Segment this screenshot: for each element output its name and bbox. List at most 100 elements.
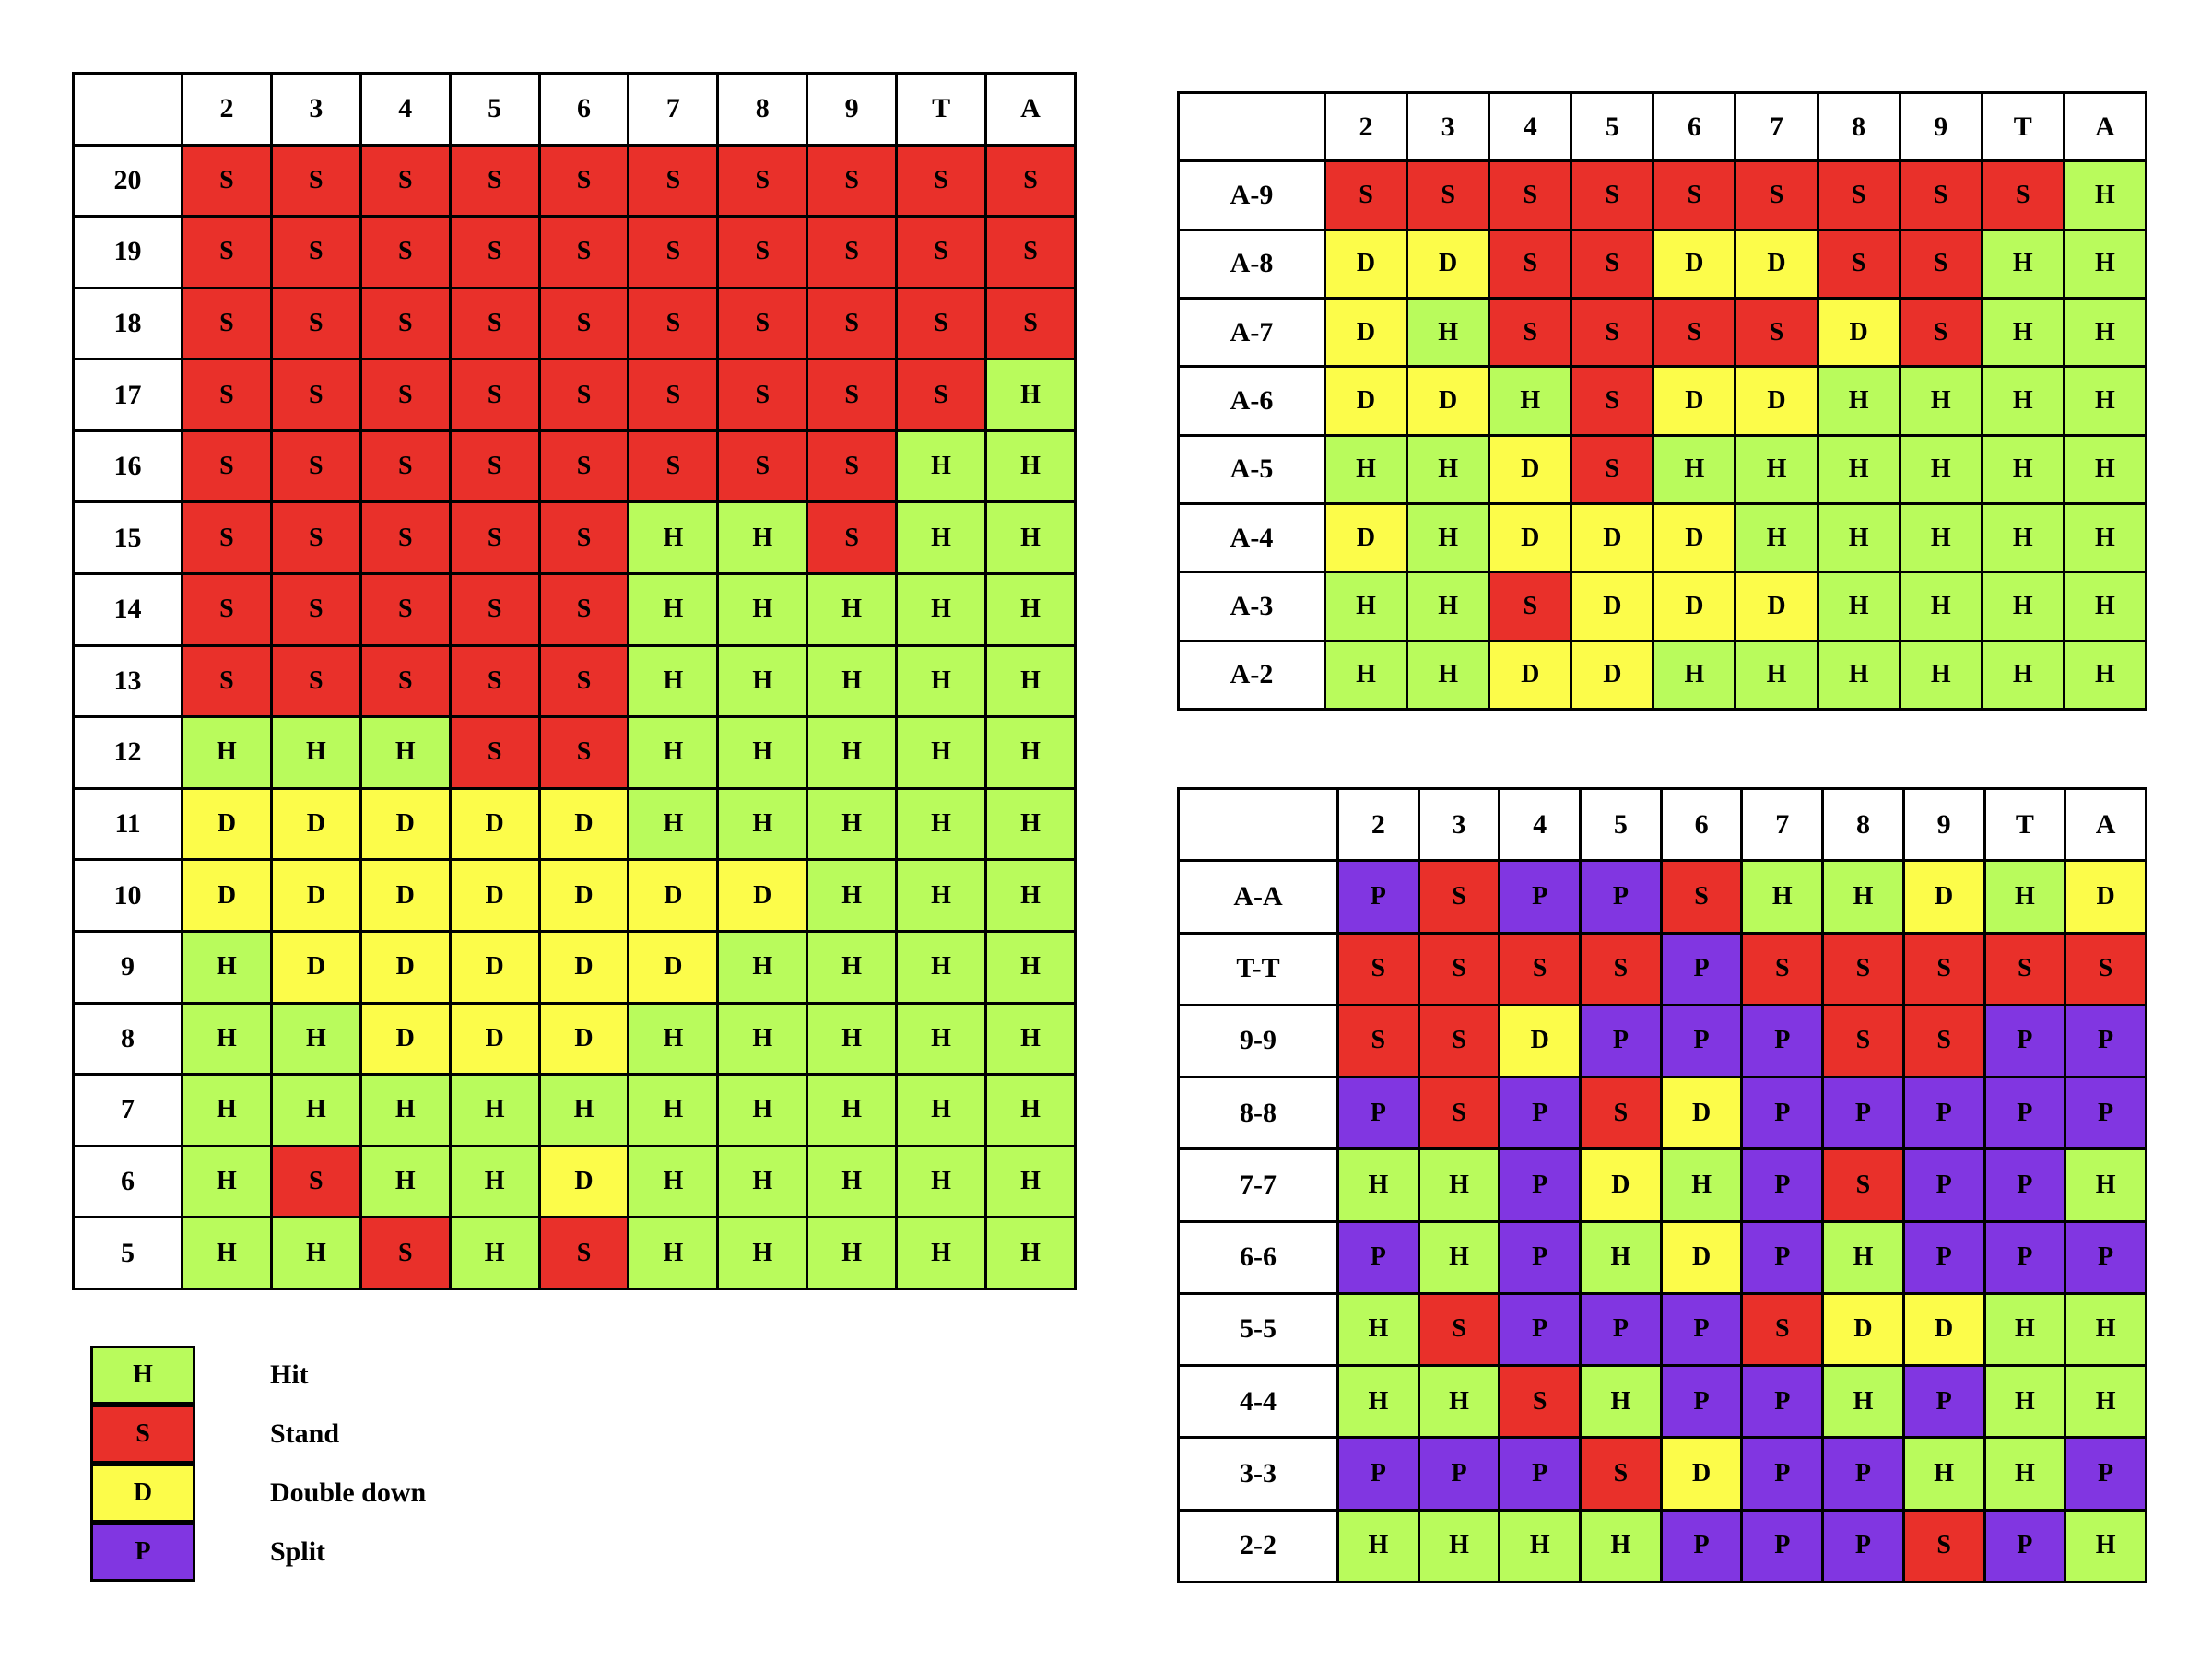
- action-cell: S: [984, 286, 1077, 361]
- action-cell: H: [1980, 365, 2065, 437]
- action-cell: S: [1336, 931, 1420, 1006]
- table-row: A-5 H H D S H H H H H H: [1177, 433, 2148, 505]
- action-cell: S: [1652, 296, 1737, 369]
- action-cell: H: [359, 1144, 452, 1219]
- action-cell: S: [1983, 931, 2067, 1006]
- table-row: 8-8 P S P S D P P P P P: [1177, 1076, 2147, 1151]
- action-cell: S: [269, 500, 362, 576]
- table-row: 16 S S S S S S S S H H: [72, 429, 1077, 504]
- action-cell: P: [1821, 1076, 1905, 1151]
- action-cell: D: [448, 858, 541, 933]
- action-cell: S: [895, 143, 988, 218]
- action-cell: H: [1417, 1147, 1501, 1223]
- action-cell: S: [537, 358, 630, 432]
- action-cell: H: [1898, 433, 1983, 505]
- table-row: T-T S S S S P S S S S S: [1177, 931, 2147, 1006]
- player-hand-label: A-3: [1177, 571, 1326, 642]
- action-cell: H: [806, 858, 899, 933]
- action-cell: H: [895, 643, 988, 719]
- action-cell: S: [1417, 1291, 1501, 1368]
- player-hand-label: 14: [72, 572, 183, 647]
- action-cell: S: [1734, 159, 1819, 231]
- action-cell: H: [1579, 1508, 1663, 1584]
- table-row: 5-5 H S P P P S D D H H: [1177, 1291, 2147, 1368]
- action-cell: S: [448, 286, 541, 361]
- action-cell: H: [2062, 639, 2148, 712]
- action-cell: S: [359, 572, 452, 647]
- action-cell: H: [984, 929, 1077, 1005]
- action-cell: H: [1734, 501, 1819, 574]
- table-row: 3-3 P P P S D P P H H P: [1177, 1436, 2147, 1512]
- action-cell: D: [716, 858, 809, 933]
- player-hand-label: 2-2: [1177, 1508, 1339, 1584]
- action-cell: H: [895, 1073, 988, 1147]
- action-cell: P: [1498, 1147, 1583, 1223]
- action-cell: S: [537, 643, 630, 719]
- action-cell: H: [984, 1144, 1077, 1219]
- action-cell: H: [1898, 365, 1983, 437]
- action-cell: P: [1983, 1219, 2067, 1295]
- action-cell: H: [895, 1001, 988, 1077]
- dealer-card-header: 6: [1652, 90, 1737, 163]
- action-cell: H: [1983, 1364, 2067, 1440]
- soft-totals-table: 2 3 4 5 6 7 8 9 T A A-9 S S S S S S S S S H A-8 D D S S D D S S H H A-7 D…: [1177, 90, 2148, 712]
- legend-swatch-split: P: [90, 1523, 195, 1582]
- player-hand-label: A-5: [1177, 433, 1326, 505]
- action-cell: H: [1652, 433, 1737, 505]
- action-cell: H: [895, 786, 988, 862]
- dealer-card-header: 2: [181, 72, 273, 147]
- action-cell: H: [984, 1001, 1077, 1077]
- action-cell: S: [1740, 931, 1825, 1006]
- action-cell: P: [1498, 1219, 1583, 1295]
- action-cell: S: [1417, 931, 1501, 1006]
- table-row: 4-4 H H S H P P H P H H: [1177, 1364, 2147, 1440]
- action-cell: H: [1898, 571, 1983, 642]
- action-cell: S: [1488, 296, 1573, 369]
- action-cell: H: [716, 572, 809, 647]
- action-cell: S: [1659, 859, 1744, 935]
- action-cell: H: [1417, 1219, 1501, 1295]
- action-cell: H: [1983, 1291, 2067, 1368]
- action-cell: S: [1406, 159, 1491, 231]
- dealer-card-header: 3: [1417, 786, 1501, 863]
- player-hand-label: A-2: [1177, 639, 1326, 712]
- table-row: A-A P S P P S H H D H D: [1177, 859, 2147, 935]
- action-cell: S: [627, 215, 720, 289]
- action-cell: S: [1488, 228, 1573, 300]
- action-cell: S: [627, 358, 720, 432]
- action-cell: S: [1901, 1003, 1986, 1079]
- action-cell: S: [806, 429, 899, 504]
- action-cell: H: [269, 1216, 362, 1290]
- action-cell: H: [895, 429, 988, 504]
- action-cell: D: [1901, 1291, 1986, 1368]
- action-cell: P: [1498, 1291, 1583, 1368]
- action-cell: P: [2064, 1219, 2147, 1295]
- action-cell: S: [359, 643, 452, 719]
- action-cell: H: [895, 572, 988, 647]
- action-cell: H: [1417, 1508, 1501, 1584]
- action-cell: P: [2064, 1076, 2147, 1151]
- legend-label-split: Split: [270, 1536, 326, 1567]
- table-row: 2-2 H H H H P P P S P H: [1177, 1508, 2147, 1584]
- action-cell: D: [1570, 571, 1655, 642]
- action-cell: S: [181, 429, 273, 504]
- action-cell: H: [627, 1073, 720, 1147]
- action-cell: P: [1740, 1508, 1825, 1584]
- action-cell: D: [627, 858, 720, 933]
- action-cell: S: [269, 643, 362, 719]
- action-cell: H: [895, 500, 988, 576]
- action-cell: P: [1336, 1436, 1420, 1512]
- player-hand-label: 3-3: [1177, 1436, 1339, 1512]
- action-cell: H: [1816, 365, 1901, 437]
- action-cell: H: [1579, 1364, 1663, 1440]
- player-hand-label: 17: [72, 358, 183, 432]
- action-cell: H: [537, 1073, 630, 1147]
- action-cell: S: [1488, 159, 1573, 231]
- corner-cell: [72, 72, 183, 147]
- dealer-card-header: 9: [806, 72, 899, 147]
- action-cell: S: [537, 715, 630, 790]
- action-cell: H: [716, 1001, 809, 1077]
- action-cell: H: [2062, 296, 2148, 369]
